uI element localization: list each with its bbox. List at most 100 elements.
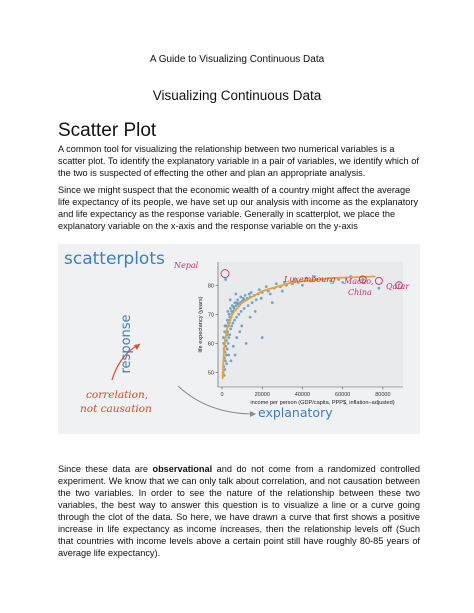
data-point: [228, 298, 232, 302]
data-point: [264, 285, 268, 289]
data-point: [242, 307, 246, 310]
plot-background: [218, 262, 403, 387]
data-point: [227, 312, 231, 316]
data-point: [233, 353, 237, 357]
data-point: [233, 318, 236, 322]
data-point: [230, 324, 234, 328]
trend-curve: [221, 275, 376, 380]
data-point: [229, 359, 233, 363]
x-tick-label: 60000: [335, 392, 350, 398]
data-point: [313, 275, 316, 278]
y-tick-label: 50: [208, 370, 214, 376]
data-point: [377, 286, 381, 290]
data-point: [241, 296, 245, 300]
data-point: [235, 315, 238, 319]
y-tick-label: 60: [208, 341, 214, 347]
data-point: [268, 292, 272, 296]
explanatory-arrow-head: [250, 411, 256, 417]
x-tick-label: 80000: [375, 392, 390, 398]
observational-bold-term: observational: [152, 464, 213, 474]
data-point: [329, 279, 333, 283]
data-point: [224, 359, 227, 363]
data-point: [248, 315, 252, 319]
explanation-paragraph: Since we might suspect that the economic…: [58, 185, 419, 231]
y-tick-label: 70: [208, 312, 214, 318]
data-point: [246, 304, 250, 308]
data-point: [224, 353, 228, 357]
y-axis-label: life expectancy (years): [198, 296, 204, 352]
data-point: [234, 292, 238, 296]
x-tick-label: 40000: [295, 392, 310, 398]
data-point: [228, 333, 232, 337]
page-heading: Scatter Plot: [58, 120, 157, 141]
data-point: [361, 278, 365, 281]
annotations: Nepal Luxembourg Macao, China Qatar: [173, 261, 410, 297]
data-point: [224, 278, 228, 281]
data-point: [226, 341, 230, 345]
qatar-circle: [395, 281, 403, 290]
plot-area: 0 20000 40000 60000 80000 50 60 70 80 income per …: [198, 262, 403, 406]
intro-paragraph: A common tool for visualizing the relati…: [58, 144, 419, 178]
correlation-note-line2: not causation: [80, 403, 152, 415]
observational-text-before: Since these data are: [58, 464, 153, 474]
scatterplot-figure: scatterplots response explanatory correl…: [58, 244, 420, 434]
figure-title: scatterplots: [64, 249, 165, 269]
data-point: [234, 304, 238, 308]
data-point: [232, 305, 236, 309]
data-point: [223, 330, 227, 334]
data-point: [254, 298, 258, 302]
annotation-macao-line1: Macao,: [343, 277, 374, 286]
annotation-luxembourg: Luxembourg: [283, 275, 335, 284]
data-point: [239, 310, 243, 313]
nepal-circle: [220, 269, 230, 279]
data-point: [240, 324, 244, 328]
scatterplot-chart: scatterplots response explanatory correl…: [64, 249, 410, 420]
x-tick-label: 0: [220, 392, 223, 398]
data-point: [301, 283, 304, 287]
data-point: [259, 296, 263, 300]
data-point: [293, 278, 296, 281]
data-point: [244, 341, 248, 345]
data-point: [260, 336, 264, 339]
explanatory-label: explanatory: [258, 405, 333, 420]
data-point: [270, 301, 274, 305]
annotation-nepal: Nepal: [173, 261, 199, 270]
data-point: [280, 289, 284, 293]
observational-paragraph: Since these data are observational and d…: [58, 463, 420, 559]
data-point: [250, 301, 254, 305]
document-header: A Guide to Visualizing Continuous Data: [149, 54, 325, 65]
response-label: response: [119, 314, 134, 373]
data-point: [226, 318, 229, 322]
data-point: [226, 310, 230, 313]
data-point: [243, 294, 247, 297]
correlation-arrow-head: [134, 344, 140, 350]
data-point: [337, 278, 341, 281]
data-point: [223, 368, 227, 371]
data-point: [231, 344, 235, 348]
data-point: [236, 298, 240, 302]
data-point: [229, 307, 232, 310]
y-tick-label: 80: [208, 283, 214, 289]
annotation-macao-line2: China: [348, 288, 372, 297]
data-point: [238, 330, 242, 334]
x-axis-label: income per person (GDP/capita, PPP$, inf…: [250, 400, 394, 406]
data-point: [249, 291, 253, 294]
observational-text-after: and do not come from a randomized contro…: [58, 464, 420, 558]
x-tick-label: 20000: [255, 392, 270, 398]
data-point: [227, 336, 231, 339]
explanatory-arrow: [177, 385, 255, 415]
correlation-note-line1: correlation,: [86, 389, 148, 401]
data-point: [305, 276, 308, 280]
data-point: [235, 336, 239, 339]
data-point: [235, 301, 239, 305]
data-point: [239, 295, 243, 299]
macao-circle: [374, 276, 383, 285]
data-point: [229, 327, 233, 331]
data-point: [230, 310, 233, 313]
data-point: [225, 347, 229, 351]
data-point: [225, 362, 229, 366]
data-point: [257, 288, 261, 292]
section-title: Visualizing Continuous Data: [152, 88, 322, 103]
data-point: [227, 353, 231, 357]
luxembourg-circle: [358, 275, 367, 284]
